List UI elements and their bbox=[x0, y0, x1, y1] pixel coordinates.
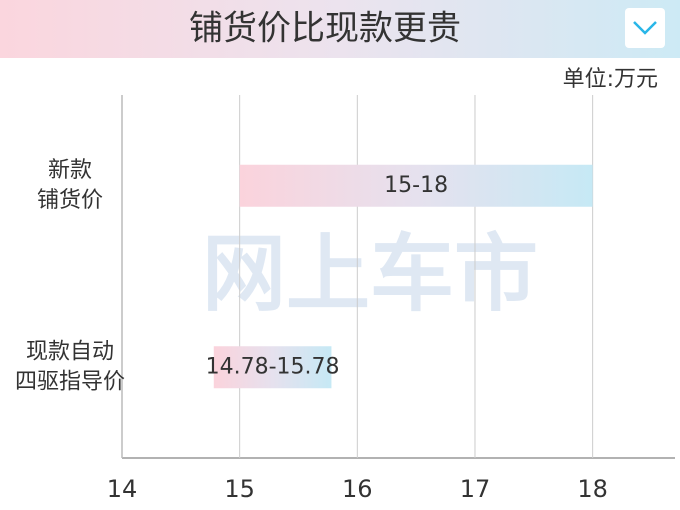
chart-title: 铺货价比现款更贵 bbox=[189, 9, 461, 49]
chevron-icon bbox=[633, 21, 657, 35]
x-tick-label: 17 bbox=[460, 475, 491, 503]
dropdown-button[interactable] bbox=[625, 8, 665, 48]
unit-label: 单位:万元 bbox=[563, 67, 658, 92]
x-tick-label: 14 bbox=[107, 475, 138, 503]
value-label: 15-18 bbox=[384, 173, 448, 198]
x-tick-label: 18 bbox=[577, 475, 608, 503]
x-tick-label: 16 bbox=[342, 475, 373, 503]
y-tick-label: 现款自动 bbox=[26, 339, 114, 364]
y-tick-label: 铺货价 bbox=[37, 188, 103, 213]
y-tick-label: 新款 bbox=[48, 158, 92, 183]
watermark: 网上车市 bbox=[202, 225, 538, 323]
y-tick-label: 四驱指导价 bbox=[15, 369, 125, 394]
value-label: 14.78-15.78 bbox=[206, 354, 340, 379]
title-band bbox=[0, 0, 680, 58]
x-tick-label: 15 bbox=[224, 475, 255, 503]
range-bar bbox=[239, 164, 593, 207]
range-bar bbox=[213, 346, 332, 389]
